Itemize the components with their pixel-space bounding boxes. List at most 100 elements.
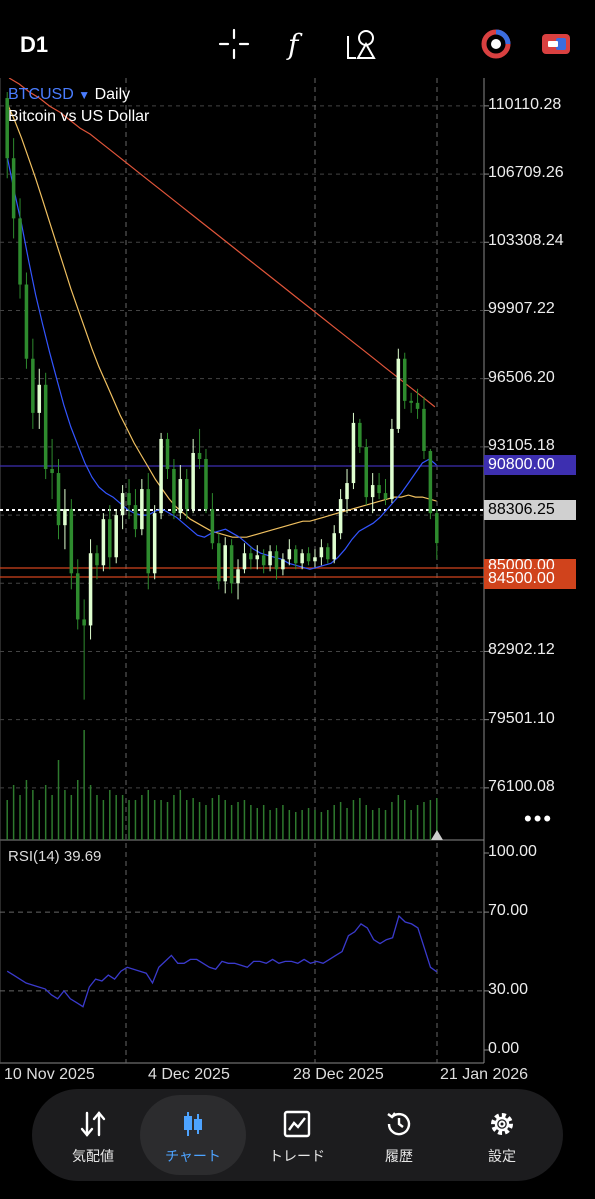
candle-body xyxy=(197,452,202,459)
settings-icon xyxy=(491,1113,513,1135)
candle-body xyxy=(313,557,317,562)
candle-body xyxy=(191,452,195,510)
candle-body xyxy=(364,446,369,498)
candle-body xyxy=(95,553,99,566)
nav-settings[interactable]: 設定 xyxy=(449,1089,555,1181)
quotes-icon xyxy=(80,1111,106,1137)
function-icon[interactable]: f xyxy=(277,24,317,64)
candle-body xyxy=(370,485,375,498)
candle-body xyxy=(146,489,151,574)
nav-settings-label: 設定 xyxy=(488,1148,516,1164)
candle-body xyxy=(114,515,118,558)
candle-body xyxy=(409,400,413,403)
candle-body xyxy=(140,489,144,530)
candle-body xyxy=(383,493,388,500)
candle-body xyxy=(75,573,80,620)
candle-body xyxy=(358,422,362,447)
candle-body xyxy=(300,553,304,564)
account-icon[interactable] xyxy=(476,24,516,64)
volume-bars xyxy=(6,730,443,840)
price-scale-label: 106709.26 xyxy=(488,164,564,182)
candle-body xyxy=(223,545,227,582)
symbol-dropdown-icon[interactable]: ▼ xyxy=(78,88,91,102)
rsi-label: RSI(14) 39.69 xyxy=(8,848,102,865)
rsi-scale-label: 100.00 xyxy=(488,843,537,860)
candle-body xyxy=(345,483,349,500)
candle-body xyxy=(293,549,298,564)
price-scale-label: 110110.28 xyxy=(488,95,562,113)
ma-fast-line xyxy=(6,158,437,570)
candlesticks xyxy=(5,92,439,700)
candle-body xyxy=(37,384,42,413)
nav-quotes-label: 気配値 xyxy=(72,1148,114,1164)
candle-body xyxy=(249,553,253,560)
candle-body xyxy=(326,547,330,560)
price-levels xyxy=(0,465,484,578)
candle-body xyxy=(88,553,93,626)
nav-quotes[interactable]: 気配値 xyxy=(40,1089,146,1181)
candle-body xyxy=(11,158,16,219)
bottom-navigation: 気配値 チャート トレード 履歴 設定 xyxy=(32,1089,563,1181)
candle-body xyxy=(415,402,420,409)
price-scale-label: 99907.22 xyxy=(488,300,555,318)
candle-body xyxy=(210,509,215,544)
candle-body xyxy=(172,469,176,514)
crosshair-icon[interactable] xyxy=(214,24,254,64)
price-box-level-red-1: 85000.00 xyxy=(484,559,576,571)
candle-body xyxy=(287,549,292,560)
nav-trade[interactable]: トレード xyxy=(244,1089,350,1181)
price-scale-label: 79501.10 xyxy=(488,709,555,727)
candle-body xyxy=(82,619,86,626)
candle-body xyxy=(165,438,170,470)
top-toolbar: D1 f xyxy=(0,0,595,78)
candle-body xyxy=(242,553,247,570)
objects-icon[interactable] xyxy=(342,24,382,64)
date-label-3: 28 Dec 2025 xyxy=(293,1066,384,1083)
nav-history[interactable]: 履歴 xyxy=(346,1089,452,1181)
chart-icon xyxy=(184,1112,202,1136)
candle-body xyxy=(63,509,67,526)
candle-body xyxy=(229,545,234,584)
candle-body xyxy=(422,408,426,451)
candle-body xyxy=(332,533,336,560)
nav-chart[interactable]: チャート xyxy=(140,1095,246,1175)
candle-body xyxy=(127,493,131,506)
symbol-period: Daily xyxy=(94,86,131,103)
date-label-4: 21 Jan 2026 xyxy=(440,1066,529,1083)
candle-body xyxy=(236,569,240,584)
trade-icon xyxy=(283,1110,311,1138)
timeframe-button[interactable]: D1 xyxy=(20,32,49,57)
candle-body xyxy=(133,505,138,530)
candle-body xyxy=(101,519,106,566)
more-options-button[interactable]: ••• xyxy=(524,806,554,831)
symbol-label[interactable]: BTCUSD ▼ Daily xyxy=(8,86,130,104)
symbol-name[interactable]: BTCUSD xyxy=(8,86,74,103)
candle-body xyxy=(24,284,29,359)
candle-body xyxy=(5,98,9,159)
ma-mid-line xyxy=(6,103,437,538)
rsi-panel xyxy=(0,852,489,1051)
price-scale-label: 103308.24 xyxy=(488,232,564,250)
volume-marker xyxy=(431,830,443,840)
rsi-scale-label: 70.00 xyxy=(488,902,529,920)
price-box-level-blue: 90800.00 xyxy=(484,455,576,475)
candle-body xyxy=(69,509,74,574)
candle-body xyxy=(268,551,272,566)
candle-body xyxy=(50,469,54,474)
toggle-icon[interactable] xyxy=(536,24,576,64)
rsi-scale-label: 0.00 xyxy=(488,1040,520,1057)
candle-body xyxy=(178,479,183,514)
price-scale-label: 93105.18 xyxy=(488,436,555,454)
candle-body xyxy=(56,473,61,526)
candle-body xyxy=(108,519,112,558)
candle-body xyxy=(402,358,407,401)
candle-body xyxy=(152,513,157,574)
moving-averages xyxy=(6,78,437,570)
price-chart[interactable] xyxy=(0,78,595,1088)
candle-body xyxy=(306,553,311,562)
candle-body xyxy=(390,428,394,500)
nav-trade-label: トレード xyxy=(269,1148,325,1164)
candle-body xyxy=(261,555,266,566)
candle-body xyxy=(120,493,125,516)
nav-chart-label: チャート xyxy=(165,1148,221,1164)
